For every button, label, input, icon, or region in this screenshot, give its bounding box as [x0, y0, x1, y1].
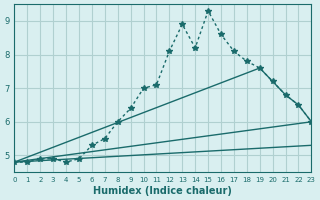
X-axis label: Humidex (Indice chaleur): Humidex (Indice chaleur)	[93, 186, 232, 196]
